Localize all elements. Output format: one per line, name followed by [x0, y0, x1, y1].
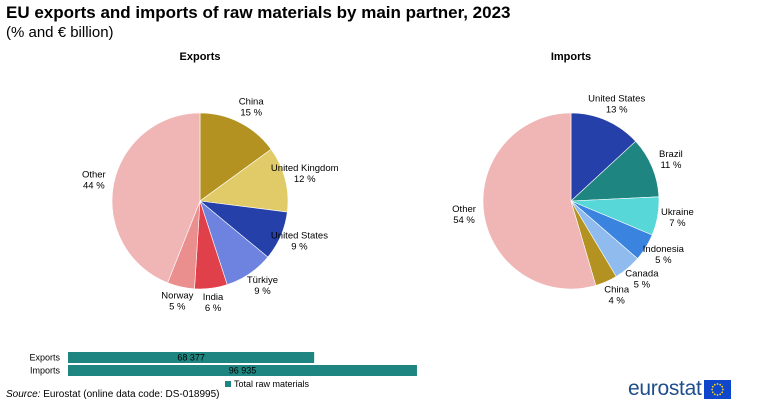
imports-label-indonesia: Indonesia 5 %: [643, 244, 685, 266]
imports-label-canada: Canada 5 %: [625, 269, 659, 291]
bar-category-imports: Imports: [30, 366, 61, 376]
exports-label-china: China 15 %: [239, 96, 265, 118]
bar-value-exports: 68 377: [177, 353, 205, 363]
chart-title: EU exports and imports of raw materials …: [6, 3, 511, 22]
eu-flag-icon: [704, 379, 732, 399]
chart-subtitle: (% and € billion): [6, 24, 114, 41]
exports-label-other: Other 44 %: [82, 170, 106, 192]
imports-label-china: China 4 %: [604, 284, 630, 306]
exports-label-united-kingdom: United Kingdom 12 %: [271, 163, 339, 185]
imports-label-other: Other 54 %: [452, 204, 476, 226]
imports-slice-united-states: [570, 112, 637, 202]
exports-pie-title: Exports: [180, 51, 221, 63]
exports-slice-other: [111, 112, 201, 284]
exports-slice-united-kingdom: [199, 148, 289, 213]
exports-label-india: India 6 %: [203, 292, 224, 314]
bar-imports: [68, 365, 417, 376]
eurostat-logo: eurostat: [628, 377, 732, 401]
exports-label-norway: Norway 5 %: [161, 290, 193, 312]
source-label: Source:: [6, 389, 41, 400]
imports-label-brazil: Brazil 11 %: [659, 149, 683, 171]
imports-label-united-states: United States 13 %: [588, 94, 645, 116]
exports-slice-china: [199, 112, 272, 202]
bar-legend-label: Total raw materials: [234, 379, 310, 389]
bar-category-exports: Exports: [29, 353, 60, 363]
bar-value-imports: 96 935: [229, 366, 257, 376]
imports-pie-title: Imports: [551, 51, 591, 63]
exports-label-united-states: United States 9 %: [271, 230, 328, 252]
logo-text: eurostat: [628, 377, 702, 400]
imports-label-ukraine: Ukraine 7 %: [661, 207, 694, 229]
bar-exports: [68, 352, 315, 363]
imports-slice-other: [482, 112, 597, 290]
bar-legend-swatch: [225, 381, 231, 387]
source-text: Eurostat (online data code: DS-018995): [43, 389, 220, 400]
exports-label-t-rkiye: Türkiye 9 %: [247, 275, 278, 297]
source-note: Source: Eurostat (online data code: DS-0…: [6, 389, 219, 400]
